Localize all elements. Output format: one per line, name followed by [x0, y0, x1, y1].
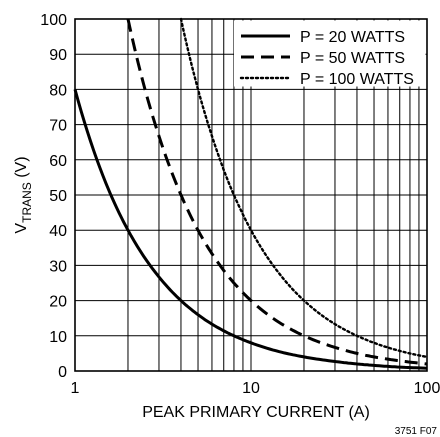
figure-code: 3751 F07: [395, 426, 438, 437]
series-line: [73, 88, 428, 370]
y-tick-label: 80: [49, 82, 67, 99]
legend-label: P = 100 WATTS: [300, 71, 414, 88]
y-tick-label: 10: [49, 329, 67, 346]
legend: P = 20 WATTS P = 50 WATTS P = 100 WATTS: [239, 29, 414, 88]
y-tick-label: 0: [58, 364, 67, 381]
x-axis-label: PEAK PRIMARY CURRENT (A): [142, 404, 370, 421]
y-tick-label: 90: [49, 47, 67, 64]
y-tick-label: 50: [49, 188, 67, 205]
legend-background: [234, 20, 426, 87]
y-tick-label: 60: [49, 153, 67, 170]
series-layer: [73, 17, 429, 370]
x-tick-label: 10: [242, 380, 260, 397]
y-tick-label: 70: [49, 118, 67, 135]
series-line: [179, 17, 429, 359]
y-tick-label: 30: [49, 258, 67, 275]
x-tick-label: 1: [71, 380, 80, 397]
plot-frame: [74, 18, 428, 372]
legend-label: P = 20 WATTS: [300, 29, 405, 46]
y-tick-label: 100: [40, 12, 67, 29]
series-line: [126, 18, 428, 366]
y-axis-label: VTRANS (V): [13, 156, 34, 233]
y-tick-label: 40: [49, 223, 67, 240]
y-tick-label: 20: [49, 294, 67, 311]
legend-label: P = 50 WATTS: [300, 50, 405, 67]
x-tick-label: 100: [414, 380, 440, 397]
